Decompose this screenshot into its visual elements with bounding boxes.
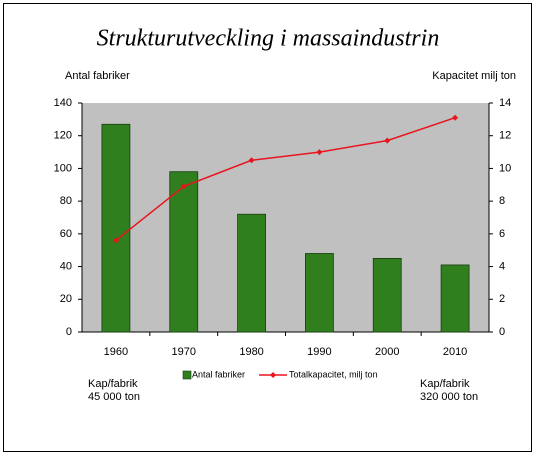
- line-marker: [248, 157, 255, 164]
- y2-tick-label: 6: [499, 228, 505, 240]
- line-marker: [180, 183, 187, 190]
- legend-label: Totalkapacitet, milj ton: [289, 369, 378, 379]
- y-tick-label: 140: [54, 97, 72, 109]
- bar: [169, 171, 199, 333]
- bar: [372, 257, 402, 333]
- y2-tick-label: 2: [499, 293, 505, 305]
- line-marker: [316, 149, 323, 156]
- bar: [305, 253, 334, 333]
- annotation: Kap/fabrik: [88, 378, 138, 390]
- y2-tick-label: 0: [499, 326, 505, 338]
- y2-tick-label: 12: [499, 130, 511, 142]
- line-marker: [112, 237, 119, 244]
- legend-swatch: [182, 370, 192, 380]
- plot-area: [82, 103, 489, 332]
- y-tick-label: 120: [54, 130, 72, 142]
- y-tick-label: 0: [66, 326, 72, 338]
- x-tick-label: 2010: [443, 346, 467, 358]
- annotation: 45 000 ton: [88, 391, 140, 403]
- bar: [440, 264, 470, 333]
- chart-title: Strukturutveckling i massaindustrin: [97, 26, 440, 52]
- y-tick-label: 40: [60, 260, 72, 272]
- x-tick-label: 1960: [104, 346, 128, 358]
- annotation: Kap/fabrik: [420, 378, 470, 390]
- line-marker: [384, 137, 391, 144]
- y-tick-label: 20: [60, 293, 72, 305]
- y2-axis-label: Kapacitet milj ton: [432, 70, 516, 82]
- x-tick-label: 1990: [307, 346, 331, 358]
- x-tick-label: 2000: [375, 346, 399, 358]
- y2-tick-label: 10: [499, 162, 511, 174]
- legend-marker: [270, 372, 277, 378]
- y2-tick-label: 14: [499, 97, 511, 109]
- y-tick-label: 100: [54, 162, 72, 174]
- y-axis-label: Antal fabriker: [65, 70, 130, 82]
- annotation: 320 000 ton: [420, 391, 478, 403]
- bar: [101, 123, 131, 333]
- y-tick-label: 60: [60, 228, 72, 240]
- y2-tick-label: 4: [499, 260, 505, 272]
- y-tick-label: 80: [60, 195, 72, 207]
- y2-tick-label: 8: [499, 195, 505, 207]
- legend-label: Antal fabriker: [192, 369, 245, 379]
- x-tick-label: 1970: [172, 346, 196, 358]
- x-tick-label: 1980: [239, 346, 263, 358]
- line-marker: [452, 114, 459, 121]
- bar: [237, 213, 266, 333]
- line: [115, 117, 456, 241]
